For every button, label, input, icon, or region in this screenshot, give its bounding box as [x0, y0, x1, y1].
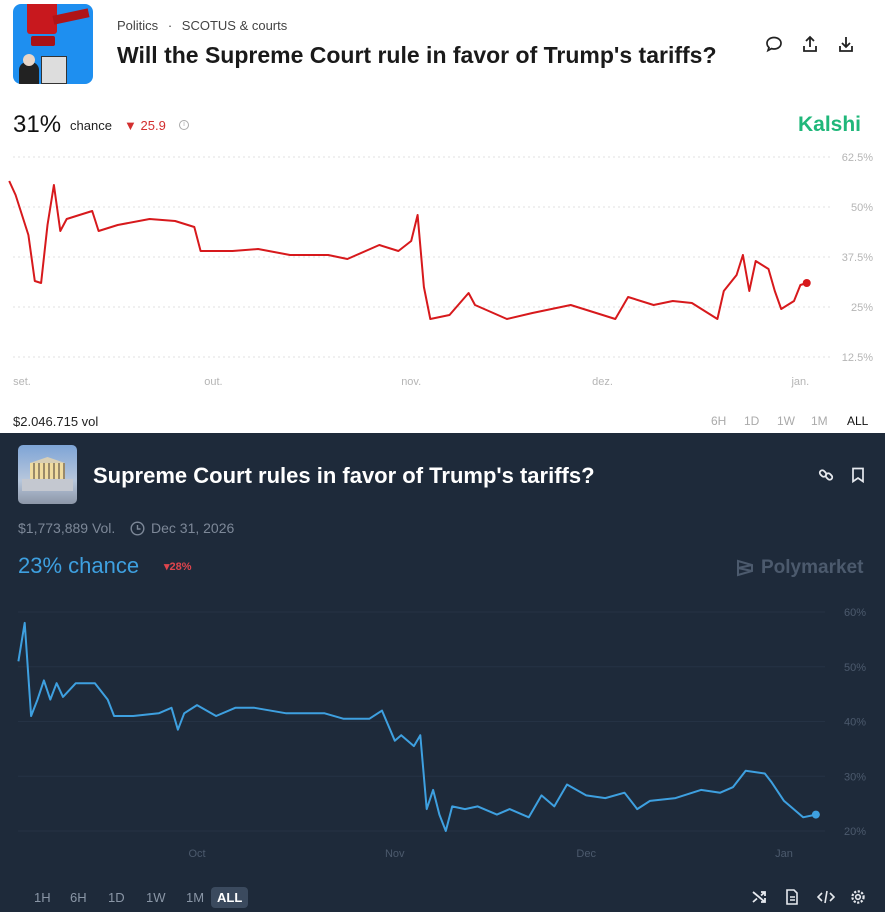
share-icon [803, 35, 817, 52]
x-tick-label: jan. [790, 376, 809, 388]
y-tick-label: 62.5% [842, 152, 873, 164]
price-line [8, 180, 808, 320]
range-button-1h[interactable]: 1H [34, 890, 51, 905]
document-icon [786, 889, 798, 905]
settings-icon [851, 890, 865, 904]
range-button-1w[interactable]: 1W [146, 890, 166, 905]
kalshi-panel: Politics · SCOTUS & courts Will the Supr… [0, 0, 885, 433]
y-tick-label: 37.5% [842, 252, 873, 264]
breadcrumb-separator: · [167, 18, 173, 33]
range-button-1d[interactable]: 1D [744, 414, 760, 428]
info-icon[interactable]: i [179, 120, 189, 130]
document-button[interactable] [781, 886, 803, 908]
chance-delta: ▾28% [164, 560, 192, 573]
x-tick-label: Nov [385, 848, 405, 860]
chance-label: chance [70, 118, 112, 133]
shuffle-icon [752, 891, 766, 903]
end-date: Dec 31, 2026 [151, 520, 235, 536]
chance-value: 31% [13, 111, 62, 138]
delta-value: 28% [169, 561, 192, 573]
down-arrow-icon: ▼ [124, 118, 137, 133]
range-button-1m[interactable]: 1M [186, 890, 205, 905]
x-tick-label: set. [13, 376, 31, 388]
copy-link-button[interactable] [815, 464, 837, 486]
market-title: Supreme Court rules in favor of Trump's … [93, 463, 595, 488]
y-tick-label: 50% [851, 202, 873, 214]
polymarket-brand: Polymarket [761, 557, 864, 578]
down-arrow-icon: ▾ [164, 561, 170, 573]
settings-button[interactable] [847, 886, 869, 908]
bookmark-button[interactable] [847, 464, 869, 486]
delta-value: 25.9 [140, 118, 166, 133]
breadcrumb-category[interactable]: Politics [117, 18, 159, 33]
chance-value: 23% chance [18, 553, 140, 578]
current-price-dot [811, 810, 820, 819]
y-tick-label: 60% [844, 607, 866, 619]
market-thumbnail [18, 445, 77, 504]
breadcrumb-subcategory[interactable]: SCOTUS & courts [181, 18, 288, 33]
x-tick-label: Jan [775, 848, 793, 860]
range-button-1m[interactable]: 1M [811, 414, 828, 428]
range-button-1d[interactable]: 1D [108, 890, 125, 905]
polymarket-logo-icon [737, 559, 753, 577]
bookmark-icon [852, 467, 864, 483]
y-tick-label: 20% [844, 826, 866, 838]
current-price-dot [802, 279, 811, 287]
x-tick-label: Oct [188, 848, 205, 860]
y-tick-label: 12.5% [842, 352, 873, 364]
range-button-all[interactable]: ALL [847, 414, 869, 428]
polymarket-price-chart[interactable]: 60% 50% 40% 30% 20% Oct Nov Dec Jan [0, 433, 885, 873]
comment-button[interactable] [763, 33, 785, 55]
embed-code-icon [817, 890, 835, 904]
market-title: Will the Supreme Court rule in favor of … [117, 42, 717, 68]
download-button[interactable] [835, 33, 857, 55]
shuffle-button[interactable] [748, 886, 770, 908]
volume: $1,773,889 Vol. [18, 520, 116, 536]
polymarket-logo: Polymarket [735, 557, 863, 579]
chance-delta: ▼ 25.9 [124, 118, 166, 133]
kalshi-price-chart[interactable]: 62.5% 50% 37.5% 25% 12.5% set. out. nov. dez. jan… [0, 0, 885, 400]
polymarket-panel: Supreme Court rules in favor of Trump's … [0, 433, 885, 912]
range-button-6h[interactable]: 6H [70, 890, 87, 905]
x-tick-label: Dec [576, 848, 596, 860]
comment-icon [766, 36, 782, 53]
embed-button[interactable] [815, 886, 837, 908]
link-icon [818, 469, 834, 481]
download-icon [839, 37, 853, 52]
y-tick-label: 30% [844, 771, 866, 783]
range-button-all[interactable]: ALL [211, 887, 249, 908]
y-tick-label: 50% [844, 662, 866, 674]
x-tick-label: dez. [592, 376, 613, 388]
price-line [17, 621, 817, 832]
x-tick-label: nov. [401, 376, 421, 388]
clock-icon [130, 521, 145, 536]
kalshi-logo: Kalshi [798, 113, 862, 136]
market-thumbnail [13, 4, 93, 84]
range-button-6h[interactable]: 6H [711, 414, 727, 428]
range-button-1w[interactable]: 1W [777, 414, 795, 428]
x-tick-label: out. [204, 376, 222, 388]
share-button[interactable] [799, 33, 821, 55]
y-tick-label: 25% [851, 302, 873, 314]
volume: $2.046.715 vol [13, 414, 99, 429]
breadcrumb: Politics · SCOTUS & courts [117, 18, 287, 33]
y-tick-label: 40% [844, 717, 866, 729]
